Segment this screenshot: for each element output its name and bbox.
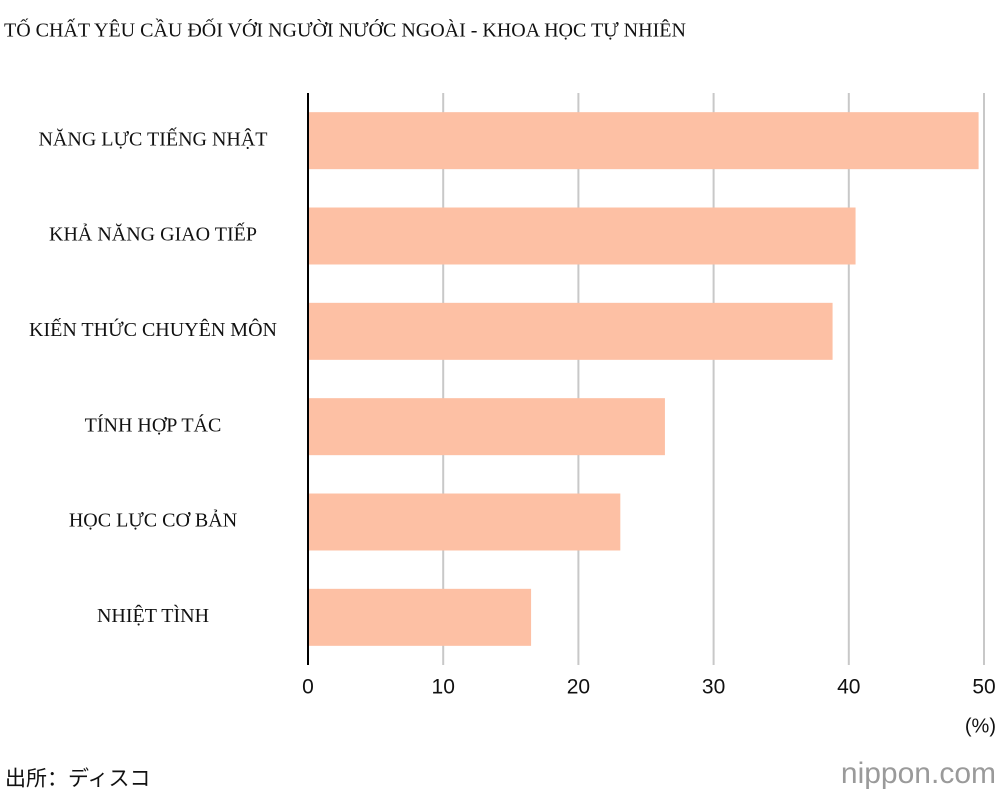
bar bbox=[308, 588, 532, 646]
y-tick-label: TÍNH HỢP TÁC bbox=[85, 413, 222, 436]
bar bbox=[308, 302, 833, 360]
bar bbox=[308, 398, 665, 456]
y-tick-label: HỌC LỰC CƠ BẢN bbox=[69, 509, 237, 532]
x-tick-label: 20 bbox=[567, 676, 590, 699]
brand-logo: nippon.com bbox=[841, 757, 996, 790]
x-tick-label: 0 bbox=[302, 676, 314, 699]
y-tick-label: KHẢ NĂNG GIAO TIẾP bbox=[49, 222, 257, 246]
y-tick-label: NHIỆT TÌNH bbox=[97, 604, 209, 627]
x-tick-label: 10 bbox=[432, 676, 455, 699]
y-tick-label: KIẾN THỨC CHUYÊN MÔN bbox=[29, 317, 277, 341]
x-tick-label: 50 bbox=[972, 676, 995, 699]
bar bbox=[308, 207, 856, 265]
bar bbox=[308, 493, 621, 551]
x-tick-label: 40 bbox=[837, 676, 860, 699]
source: 出所：ディスコ bbox=[5, 768, 151, 791]
chart-title: TỐ CHẤT YÊU CẦU ĐỐI VỚI NGƯỜI NƯỚC NGOÀI… bbox=[4, 18, 686, 42]
unit-label: (%) bbox=[965, 715, 996, 737]
x-tick-label: 30 bbox=[702, 676, 725, 699]
bar bbox=[308, 112, 979, 170]
y-tick-label: NĂNG LỰC TIẾNG NHẬT bbox=[38, 126, 267, 150]
